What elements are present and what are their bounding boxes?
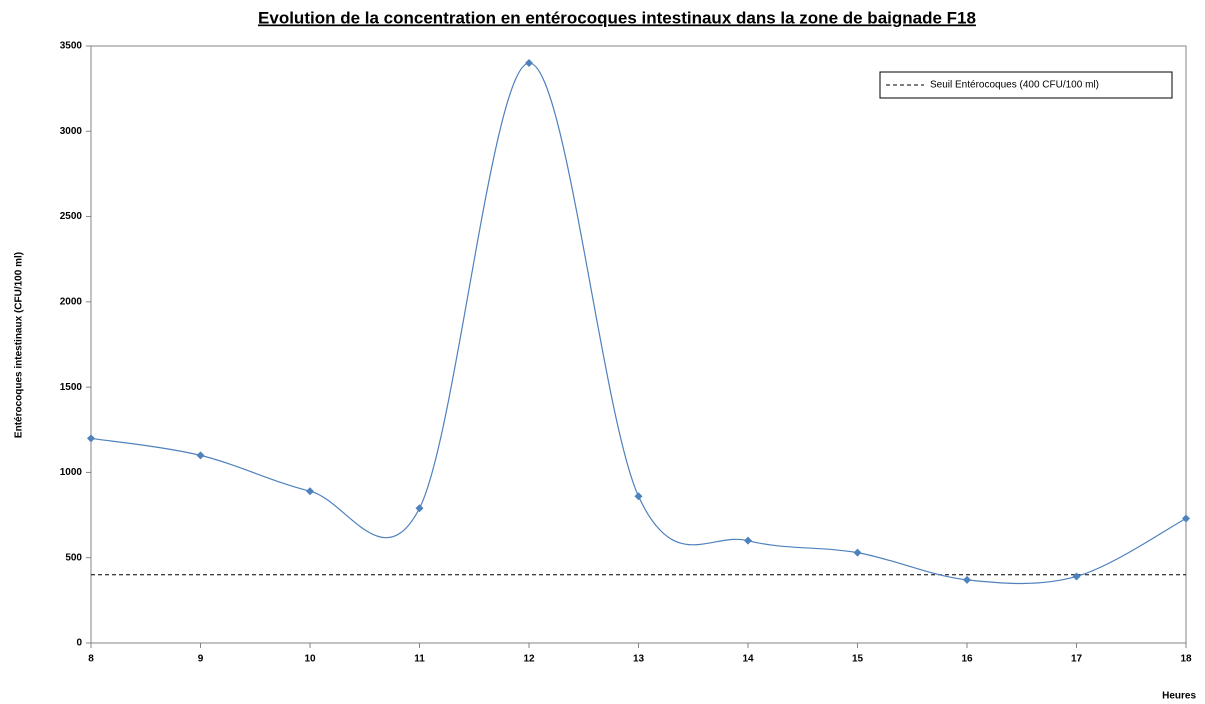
x-tick-label: 18: [1180, 654, 1192, 665]
x-tick-label: 14: [742, 654, 754, 665]
y-tick-label: 3500: [60, 41, 83, 52]
y-tick-label: 1000: [60, 467, 83, 478]
data-point: [525, 59, 533, 68]
x-tick-label: 17: [1071, 654, 1083, 665]
x-tick-label: 8: [88, 654, 94, 665]
y-tick-label: 0: [76, 638, 82, 649]
y-tick-label: 3000: [60, 126, 83, 137]
y-tick-label: 2500: [60, 211, 83, 222]
data-point: [415, 504, 424, 513]
data-point: [1182, 514, 1190, 523]
data-point: [306, 487, 314, 496]
x-axis-label: Heures: [1162, 691, 1196, 702]
x-tick-label: 9: [198, 654, 204, 665]
y-tick-label: 1500: [60, 382, 83, 393]
chart-title: Evolution de la concentration en entéroc…: [258, 8, 976, 27]
data-point: [196, 451, 205, 460]
data-point: [1072, 572, 1081, 581]
legend-label: Seuil Entérocoques (400 CFU/100 ml): [930, 80, 1099, 91]
data-point: [744, 536, 752, 545]
x-tick-label: 13: [633, 654, 645, 665]
plot-area: [90, 45, 1187, 644]
x-tick-label: 16: [961, 654, 973, 665]
data-point: [963, 575, 971, 584]
data-point: [87, 434, 95, 443]
x-tick-label: 10: [304, 654, 316, 665]
x-tick-label: 11: [414, 654, 425, 665]
y-tick-label: 2000: [60, 296, 83, 307]
x-tick-label: 12: [523, 654, 535, 665]
y-axis-label: Entérocoques intestinaux (CFU/100 ml): [14, 252, 25, 438]
legend-box: [879, 71, 1173, 99]
y-tick-label: 500: [65, 552, 82, 563]
data-point: [853, 548, 862, 557]
series-line: [90, 62, 1187, 585]
x-tick-label: 15: [852, 654, 864, 665]
data-point: [634, 492, 643, 501]
